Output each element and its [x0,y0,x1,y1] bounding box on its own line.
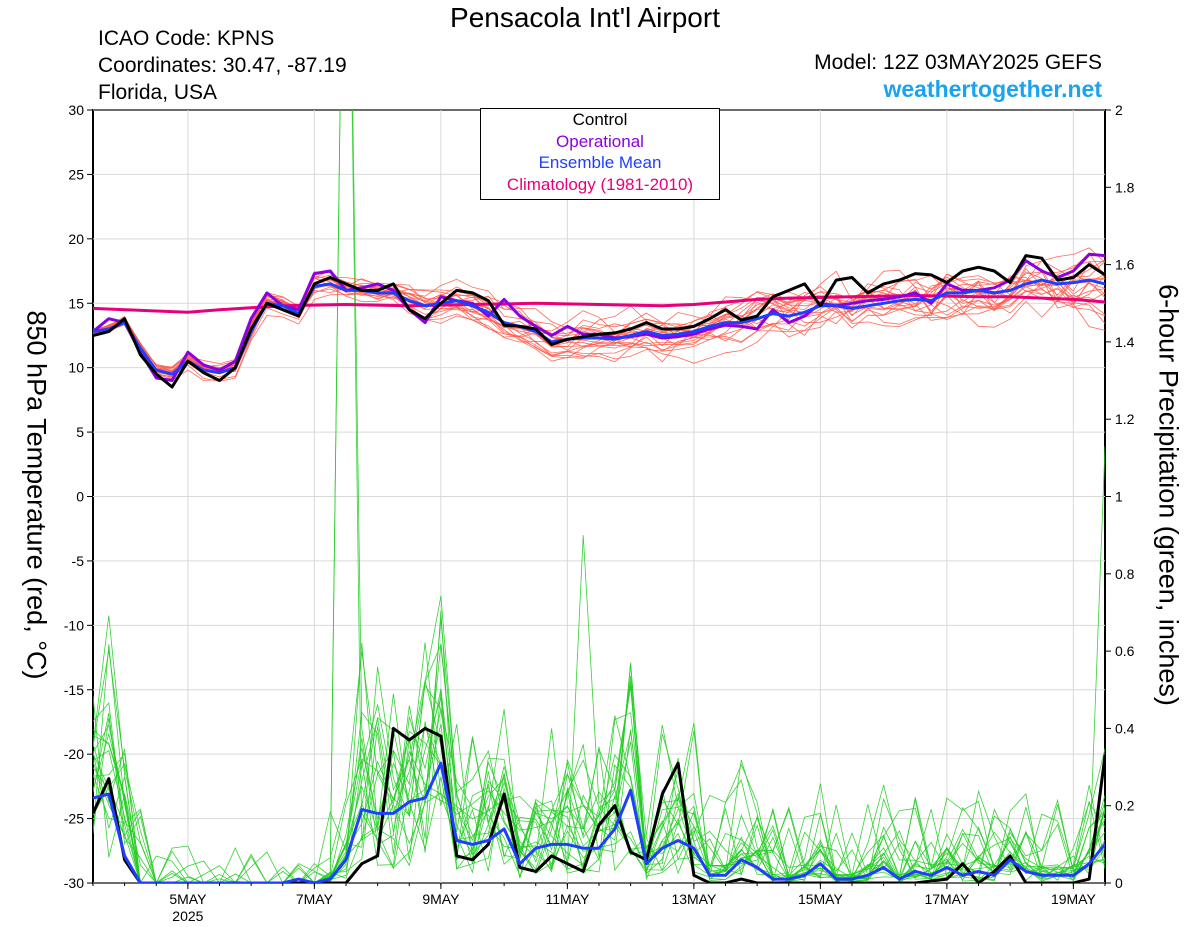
precip-member-line [93,690,1105,883]
right-axis-label: 6-hour Precipitation (green, inches) [1153,284,1184,706]
right-tick-label: 0 [1115,875,1123,891]
right-tick-label: 1 [1115,489,1123,505]
precip-member-line [93,683,1105,883]
x-tick-label: 7MAY [296,891,334,907]
precip-member-line [93,684,1105,883]
icao-code: ICAO Code: KPNS [98,27,275,50]
left-tick-label: 20 [68,231,84,247]
left-tick-label: -30 [64,875,84,891]
legend-item-operational: Operational [556,131,644,151]
site-link[interactable]: weathertogether.net [883,76,1102,102]
right-tick-label: 1.2 [1115,411,1135,427]
left-axis-label: 850 hPa Temperature (red, °C) [21,310,52,680]
right-tick-label: 1.4 [1115,334,1135,350]
right-axis-ticks: 0 0.2 0.4 0.6 0.8 1 1.2 1.4 1.6 1.8 2 [1105,102,1135,891]
control-line [93,254,1105,389]
left-tick-label: 10 [68,360,84,376]
temp-member-line [93,271,1105,369]
precip-member-line [93,680,1105,883]
x-tick-label: 11MAY [545,891,589,907]
operational-line [93,252,1105,382]
left-tick-label: -15 [64,682,84,698]
ensemble-mean-precip-line [93,761,1105,883]
main-series [93,252,1105,883]
ensemble-temp-members [93,247,1105,382]
precip-member-line [93,712,1105,883]
x-tick-label: 15MAY [798,891,844,907]
left-tick-label: -10 [64,617,84,633]
region: Florida, USA [98,81,218,104]
model-run: Model: 12Z 03MAY2025 GEFS [814,51,1102,74]
temp-member-line [93,271,1105,374]
precip-member-line [93,595,1105,883]
x-tick-label: 9MAY [422,891,460,907]
precip-member-line [93,642,1105,883]
climatology-line [93,294,1105,314]
legend-item-ensemble-mean: Ensemble Mean [538,153,662,172]
right-tick-label: 0.6 [1115,643,1135,659]
right-tick-label: 0.8 [1115,566,1135,582]
left-tick-label: -5 [72,553,85,569]
right-tick-label: 0.2 [1115,798,1135,814]
temp-member-line [93,273,1105,376]
left-tick-label: 5 [76,424,84,440]
precip-member-line [93,615,1105,883]
plot-frame [92,109,1106,884]
precip-member-line [93,716,1105,883]
left-tick-label: 30 [68,102,84,118]
precip-member-line [93,666,1105,883]
temp-member-line [93,260,1105,378]
precip-member-line [93,642,1105,883]
legend-item-control: Control [572,110,628,129]
x-tick-label: 5MAY [169,891,207,907]
right-tick-label: 2 [1115,102,1123,118]
coordinates: Coordinates: 30.47, -87.19 [98,54,347,77]
right-tick-label: 1.8 [1115,179,1135,195]
x-tick-label: 13MAY [671,891,717,907]
right-tick-label: 1.6 [1115,257,1135,273]
temp-member-line [93,247,1105,374]
left-tick-label: 0 [76,489,84,505]
x-tick-label: 19MAY [1051,891,1097,907]
chart-title: Pensacola Int'l Airport [450,2,720,33]
left-tick-label: -20 [64,746,84,762]
precip-member-line [93,730,1105,883]
left-axis-ticks: -30 -25 -20 -15 -10 -5 0 5 10 15 20 25 30 [64,102,93,891]
legend-item-climatology: Climatology (1981-2010) [506,174,694,194]
ensemble-precip-members [93,110,1105,883]
left-tick-label: -25 [64,811,84,827]
precip-member-line [93,663,1105,883]
left-tick-label: 25 [68,166,84,182]
left-tick-label: 15 [68,295,84,311]
legend: Control Operational Ensemble Mean Climat… [480,108,720,200]
precip-member-line [93,675,1105,883]
x-tick-sublabel: 2025 [172,908,203,924]
right-tick-label: 0.4 [1115,720,1135,736]
precip-member-line [93,610,1105,883]
precip-member-line [93,618,1105,883]
x-tick-label: 17MAY [924,891,970,907]
